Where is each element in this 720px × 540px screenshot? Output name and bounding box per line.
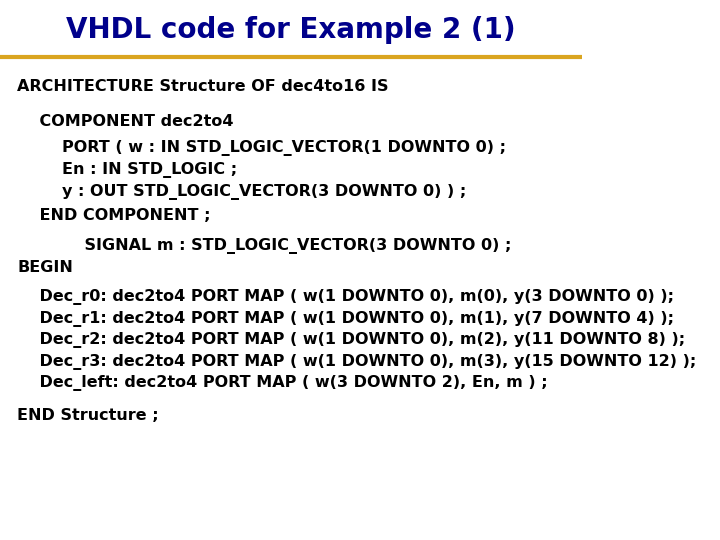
Text: PORT ( w : IN STD_LOGIC_VECTOR(1 DOWNTO 0) ;: PORT ( w : IN STD_LOGIC_VECTOR(1 DOWNTO …: [17, 140, 506, 157]
Text: END Structure ;: END Structure ;: [17, 408, 159, 423]
Text: ARCHITECTURE Structure OF dec4to16 IS: ARCHITECTURE Structure OF dec4to16 IS: [17, 79, 389, 94]
Text: Dec_r3: dec2to4 PORT MAP ( w(1 DOWNTO 0), m(3), y(15 DOWNTO 12) );: Dec_r3: dec2to4 PORT MAP ( w(1 DOWNTO 0)…: [17, 354, 697, 370]
Text: VHDL code for Example 2 (1): VHDL code for Example 2 (1): [66, 16, 516, 44]
Text: END COMPONENT ;: END COMPONENT ;: [17, 208, 211, 224]
Text: BEGIN: BEGIN: [17, 260, 73, 275]
Text: Dec_r1: dec2to4 PORT MAP ( w(1 DOWNTO 0), m(1), y(7 DOWNTO 4) );: Dec_r1: dec2to4 PORT MAP ( w(1 DOWNTO 0)…: [17, 310, 675, 327]
Text: Dec_r0: dec2to4 PORT MAP ( w(1 DOWNTO 0), m(0), y(3 DOWNTO 0) );: Dec_r0: dec2to4 PORT MAP ( w(1 DOWNTO 0)…: [17, 289, 675, 305]
Text: Dec_left: dec2to4 PORT MAP ( w(3 DOWNTO 2), En, m ) ;: Dec_left: dec2to4 PORT MAP ( w(3 DOWNTO …: [17, 375, 548, 391]
Text: y : OUT STD_LOGIC_VECTOR(3 DOWNTO 0) ) ;: y : OUT STD_LOGIC_VECTOR(3 DOWNTO 0) ) ;: [17, 184, 467, 200]
Text: SIGNAL m : STD_LOGIC_VECTOR(3 DOWNTO 0) ;: SIGNAL m : STD_LOGIC_VECTOR(3 DOWNTO 0) …: [17, 238, 512, 254]
Text: Dec_r2: dec2to4 PORT MAP ( w(1 DOWNTO 0), m(2), y(11 DOWNTO 8) );: Dec_r2: dec2to4 PORT MAP ( w(1 DOWNTO 0)…: [17, 332, 685, 348]
Text: COMPONENT dec2to4: COMPONENT dec2to4: [17, 114, 234, 129]
Text: En : IN STD_LOGIC ;: En : IN STD_LOGIC ;: [17, 162, 238, 178]
